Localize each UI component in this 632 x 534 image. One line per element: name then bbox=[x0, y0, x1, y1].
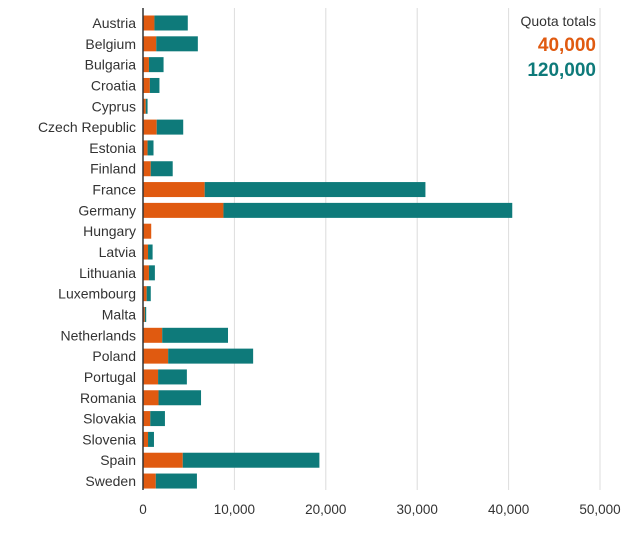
category-label: Hungary bbox=[83, 223, 136, 239]
category-label: Sweden bbox=[85, 473, 136, 489]
category-label: Cyprus bbox=[92, 98, 136, 114]
category-label: Portugal bbox=[84, 369, 136, 385]
bar-segment-series-2 bbox=[145, 98, 148, 114]
bar-segment-series-1 bbox=[143, 182, 205, 198]
bar-segment-series-2 bbox=[158, 390, 202, 406]
grid-lines bbox=[233, 8, 601, 490]
x-tick-label: 30,000 bbox=[397, 502, 438, 517]
category-label: Estonia bbox=[89, 140, 136, 156]
bar-segment-series-2 bbox=[156, 119, 184, 135]
bar-segment-series-1 bbox=[143, 36, 157, 52]
bar-segment-series-2 bbox=[148, 244, 153, 260]
category-label: Austria bbox=[92, 15, 136, 31]
bar-segment-series-1 bbox=[143, 244, 149, 260]
category-label: Finland bbox=[90, 161, 136, 177]
category-label: Slovenia bbox=[82, 431, 136, 447]
bar-segment-series-1 bbox=[143, 15, 155, 31]
bar-segment-series-2 bbox=[150, 161, 173, 177]
bar-segment-series-1 bbox=[143, 327, 163, 343]
bar-segment-series-2 bbox=[144, 306, 147, 322]
legend-title: Quota totals bbox=[521, 13, 597, 29]
bars bbox=[143, 15, 513, 489]
bar-segment-series-1 bbox=[143, 98, 146, 114]
bar-segment-series-2 bbox=[148, 57, 164, 73]
bar-segment-series-2 bbox=[147, 140, 154, 156]
bar-segment-series-2 bbox=[155, 473, 197, 489]
legend: Quota totals 40,000 120,000 bbox=[521, 13, 597, 81]
bar-segment-series-1 bbox=[143, 286, 147, 302]
bar-segment-series-1 bbox=[143, 202, 224, 218]
category-label: France bbox=[92, 182, 136, 198]
x-tick-label: 20,000 bbox=[305, 502, 346, 517]
bar-segment-series-1 bbox=[143, 452, 183, 468]
x-axis-tick-labels: 0 10,000 20,000 30,000 40,000 50,000 bbox=[139, 502, 620, 517]
bar-segment-series-2 bbox=[204, 182, 426, 198]
category-label: Malta bbox=[102, 306, 136, 322]
bar-segment-series-1 bbox=[143, 161, 151, 177]
category-label: Latvia bbox=[99, 244, 137, 260]
x-tick-label: 40,000 bbox=[488, 502, 529, 517]
x-tick-label: 50,000 bbox=[579, 502, 620, 517]
category-label: Romania bbox=[80, 390, 136, 406]
bar-segment-series-2 bbox=[154, 15, 188, 31]
bar-segment-series-2 bbox=[223, 202, 513, 218]
category-labels: Austria Belgium Bulgaria Croatia Cyprus Czech… bbox=[38, 15, 136, 489]
category-label: Netherlands bbox=[61, 327, 137, 343]
bar-segment-series-2 bbox=[158, 369, 187, 385]
legend-entry-series-2: 120,000 bbox=[527, 60, 596, 81]
bar-segment-series-2 bbox=[168, 348, 254, 364]
x-tick-label: 10,000 bbox=[214, 502, 255, 517]
bar-segment-series-2 bbox=[146, 286, 151, 302]
bar-segment-series-2 bbox=[182, 452, 320, 468]
category-label: Spain bbox=[100, 452, 136, 468]
legend-entry-series-1: 40,000 bbox=[538, 35, 596, 56]
bar-segment-series-2 bbox=[156, 36, 198, 52]
bar-segment-series-2 bbox=[150, 411, 165, 427]
bar-segment-series-2 bbox=[162, 327, 229, 343]
bar-segment-series-1 bbox=[143, 223, 152, 239]
bar-segment-series-1 bbox=[143, 473, 156, 489]
bar-segment-series-1 bbox=[143, 348, 169, 364]
category-label: Belgium bbox=[85, 36, 136, 52]
bar-segment-series-2 bbox=[148, 431, 154, 447]
bar-segment-series-1 bbox=[143, 411, 151, 427]
category-label: Lithuania bbox=[79, 265, 136, 281]
bar-segment-series-1 bbox=[143, 140, 148, 156]
bar-segment-series-1 bbox=[143, 306, 145, 322]
bar-segment-series-1 bbox=[143, 77, 150, 93]
bar-segment-series-1 bbox=[143, 119, 157, 135]
bar-segment-series-1 bbox=[143, 431, 149, 447]
bar-segment-series-1 bbox=[143, 390, 159, 406]
category-label: Poland bbox=[92, 348, 136, 364]
x-tick-label: 0 bbox=[139, 502, 147, 517]
bar-segment-series-1 bbox=[143, 265, 149, 281]
category-label: Slovakia bbox=[83, 411, 136, 427]
bar-segment-series-2 bbox=[148, 265, 155, 281]
category-label: Croatia bbox=[91, 77, 136, 93]
category-label: Bulgaria bbox=[85, 57, 137, 73]
bar-segment-series-1 bbox=[143, 369, 159, 385]
bar-segment-series-1 bbox=[143, 57, 149, 73]
category-label: Czech Republic bbox=[38, 119, 136, 135]
category-label: Luxembourg bbox=[58, 286, 136, 302]
category-label: Germany bbox=[78, 202, 136, 218]
bar-segment-series-2 bbox=[149, 77, 160, 93]
